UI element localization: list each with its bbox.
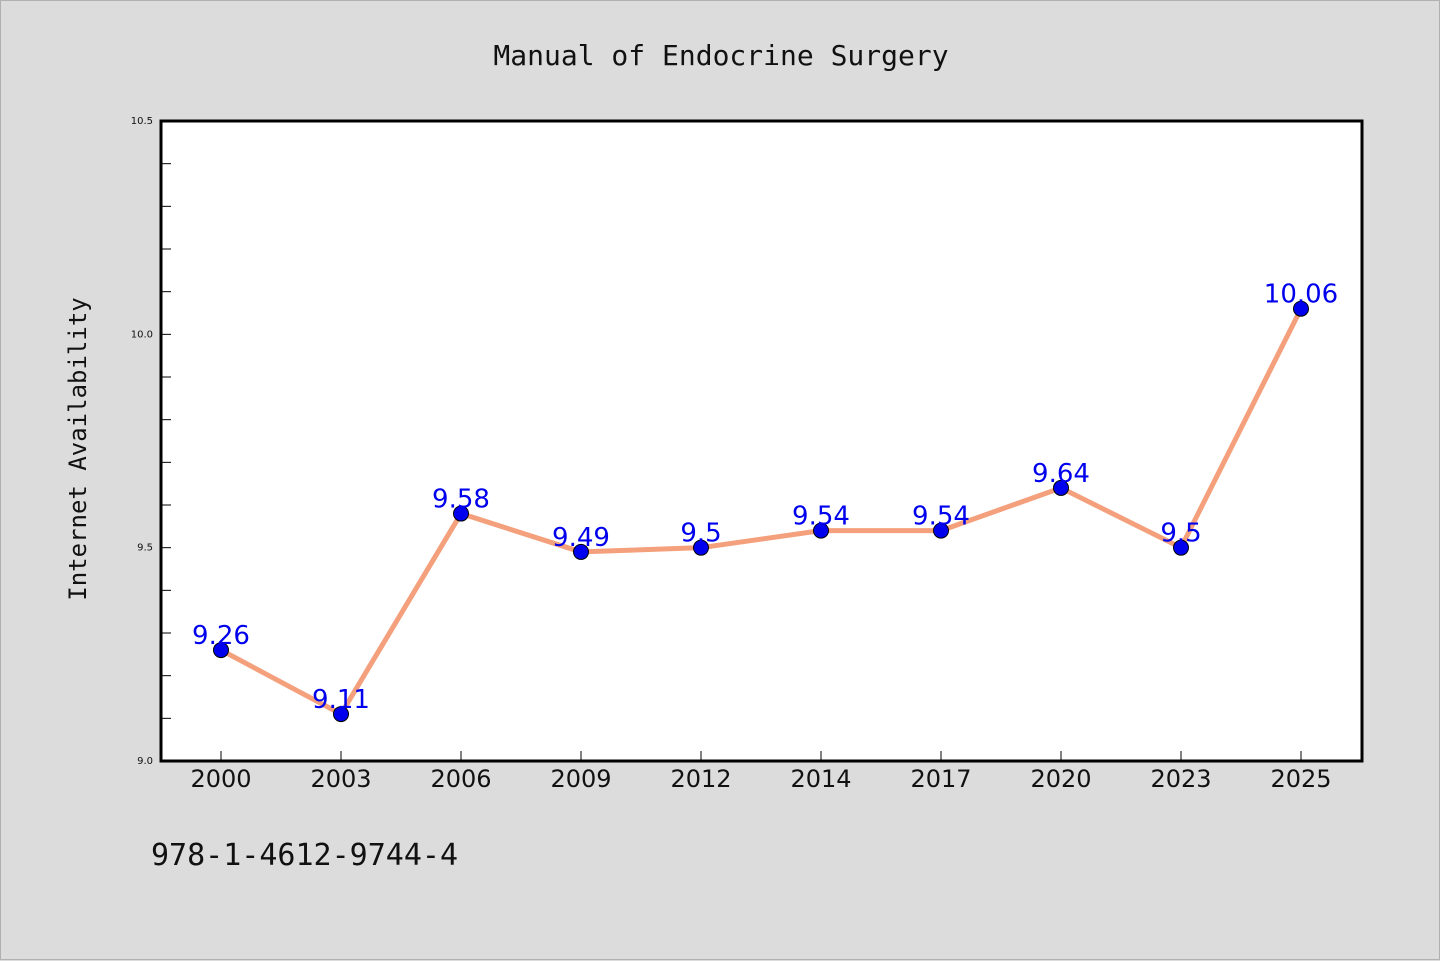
y-axis-ticks: 9.0 9.5 10.0 10.5 [131,116,171,767]
x-axis-ticks: 2000 2003 2006 2009 2012 2014 2017 2020 2023 2025 [190,751,1332,793]
data-point [453,505,469,522]
data-point [573,543,589,560]
data-point [1053,479,1069,496]
isbn-text: 978-1-4612-9744-4 [151,838,458,873]
x-tick-label: 2023 [1150,765,1211,793]
data-point [1173,539,1189,556]
data-label: 10.06 [1264,280,1338,310]
x-tick-label: 2020 [1030,765,1091,793]
data-point [213,642,229,659]
x-tick-label: 2006 [430,765,491,793]
x-tick-label: 2025 [1270,765,1331,793]
x-tick-label: 2009 [550,765,611,793]
x-tick-label: 2012 [670,765,731,793]
data-point [1293,300,1309,317]
data-markers [213,300,1309,723]
data-label: 9.58 [432,485,490,515]
y-tick-label: 10.5 [131,116,153,127]
series-line-group [218,306,1304,717]
data-label: 9.64 [1032,459,1090,489]
data-label: 9.54 [792,502,850,532]
chart-title: Manual of Endocrine Surgery [493,39,948,72]
data-label: 9.11 [312,685,370,715]
y-tick-label: 10.0 [131,329,153,340]
x-tick-label: 2014 [790,765,851,793]
y-axis-label: Internet Availability [64,297,92,600]
data-labels: 9.26 9.11 9.58 9.49 9.5 9.54 9.54 9.64 9.5 10.06 [192,280,1338,715]
x-tick-label: 2017 [910,765,971,793]
y-tick-label: 9.5 [137,543,153,554]
data-point [933,522,949,539]
plot-area [159,119,1364,763]
y-tick-label: 9.0 [137,756,153,767]
data-label: 9.54 [912,502,970,532]
x-tick-label: 2003 [310,765,371,793]
series-line [218,306,1304,717]
x-tick-label: 2000 [190,765,251,793]
data-label: 9.26 [192,621,250,651]
data-label: 9.5 [1160,519,1201,549]
data-label: 9.5 [680,519,721,549]
data-label: 9.49 [552,523,610,553]
data-point [813,522,829,539]
data-point [693,539,709,556]
data-point [333,706,349,723]
